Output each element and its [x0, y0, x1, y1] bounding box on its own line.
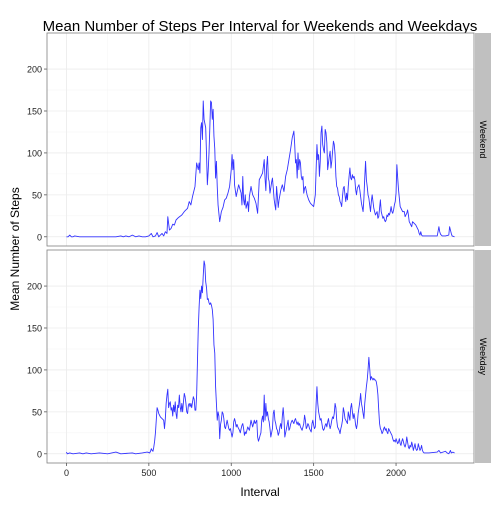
- facet-strip: [475, 250, 491, 463]
- facet-strip: [475, 33, 491, 246]
- x-axis-label: Interval: [240, 485, 279, 499]
- y-axis-label: Mean Number of Steps: [8, 187, 22, 310]
- y-tick-label: 150: [27, 323, 42, 333]
- facet-panel-weekday: 0 50 100 150 200 Weekday 0 500 1000 1500 2000: [27, 249, 491, 478]
- panel-background: [47, 250, 474, 463]
- series-line-weekend: [66, 100, 455, 238]
- x-tick-label: 1000: [221, 468, 241, 478]
- x-tick-label: 1500: [304, 468, 324, 478]
- facet-strip-label: Weekend: [478, 121, 488, 159]
- chart-title: Mean Number of Steps Per Interval for We…: [43, 18, 478, 35]
- facet-panel-weekend: 0 50 100 150 200 Weekend: [27, 32, 491, 247]
- x-tick-label: 500: [141, 468, 156, 478]
- panel-border: [46, 249, 475, 464]
- panel-background: [47, 33, 474, 246]
- facet-panels: 0 50 100 150 200 Weekend 0 50 100 150 200 Weekday 0 5…: [27, 32, 491, 478]
- y-tick-label: 0: [37, 232, 42, 242]
- facet-strip-label: Weekday: [478, 338, 488, 376]
- y-tick-label: 150: [27, 106, 42, 116]
- y-tick-label: 100: [27, 365, 42, 375]
- y-tick-label: 200: [27, 65, 42, 75]
- y-tick-label: 100: [27, 148, 42, 158]
- series-line-weekday: [66, 260, 455, 455]
- y-tick-label: 200: [27, 282, 42, 292]
- y-tick-label: 50: [32, 407, 42, 417]
- panel-border: [46, 32, 475, 247]
- y-tick-label: 50: [32, 190, 42, 200]
- x-tick-label: 0: [64, 468, 69, 478]
- y-tick-label: 0: [37, 449, 42, 459]
- x-tick-label: 2000: [386, 468, 406, 478]
